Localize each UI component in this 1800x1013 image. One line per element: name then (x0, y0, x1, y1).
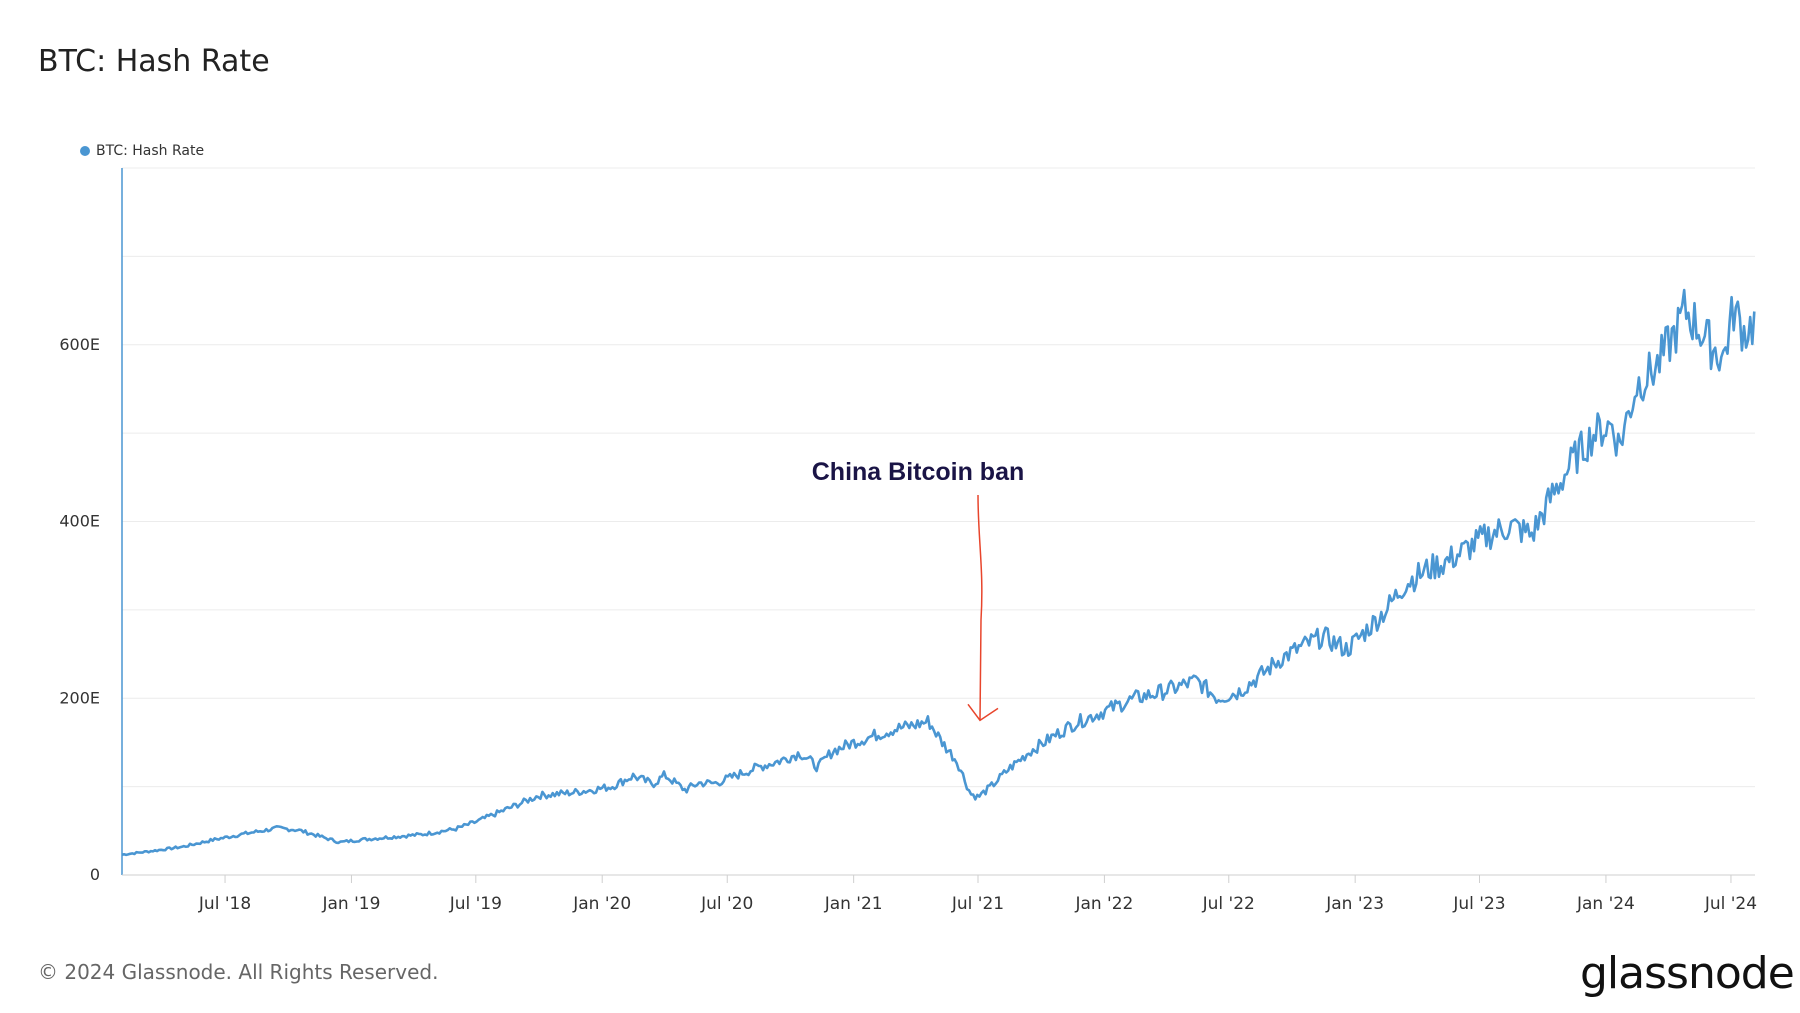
x-tick-label: Jul '18 (198, 894, 251, 914)
x-tick-label: Jul '21 (951, 894, 1004, 914)
x-tick-label: Jul '23 (1452, 894, 1505, 914)
x-tick-label: Jan '23 (1325, 894, 1384, 914)
legend-series-label: BTC: Hash Rate (96, 143, 205, 159)
y-tick-label: 600E (59, 335, 100, 354)
x-tick-label: Jul '22 (1202, 894, 1255, 914)
x-tick-label: Jan '22 (1074, 894, 1133, 914)
chart-legend[interactable]: BTC: Hash Rate (80, 143, 204, 159)
annotation-arrow-head (967, 703, 999, 722)
y-tick-label: 400E (59, 512, 100, 531)
x-tick-label: Jan '21 (824, 894, 883, 914)
x-tick-label: Jan '19 (321, 894, 380, 914)
china-ban-annotation: China Bitcoin ban (812, 458, 1025, 722)
y-axis-ticks: 0 200E 400E 600E (59, 335, 100, 884)
page-title: BTC: Hash Rate (38, 44, 270, 79)
glassnode-logo: glassnode (1580, 948, 1795, 999)
x-tick-label: Jul '24 (1704, 894, 1757, 914)
y-tick-label: 200E (59, 688, 100, 707)
annotation-arrow-shaft (977, 494, 983, 721)
annotation-label: China Bitcoin ban (812, 458, 1025, 486)
x-tick-label: Jan '24 (1576, 894, 1635, 914)
copyright-text: © 2024 Glassnode. All Rights Reserved. (38, 960, 439, 984)
legend-series-dot (80, 146, 90, 156)
y-tick-label: 0 (90, 865, 100, 884)
x-tick-label: Jan '20 (572, 894, 631, 914)
hash-rate-series-line (121, 288, 1756, 857)
x-tick-label: Jul '20 (700, 894, 753, 914)
x-axis-ticks: Jul '18 Jan '19 Jul '19 Jan '20 Jul '20 Jan '… (198, 875, 1757, 914)
chart-grid (122, 167, 1755, 788)
x-tick-label: Jul '19 (449, 894, 502, 914)
